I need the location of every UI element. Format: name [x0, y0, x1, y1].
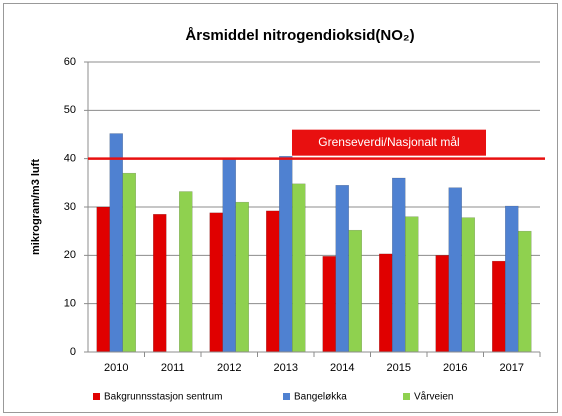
bar [435, 255, 449, 353]
bar [292, 183, 306, 353]
x-tick-label: 2014 [330, 362, 354, 374]
annotation-box [292, 129, 486, 156]
bar [209, 212, 223, 353]
bar [348, 229, 362, 353]
x-tick-label: 2010 [104, 362, 128, 374]
y-tick-label: 40 [64, 153, 76, 165]
legend-label: Bangeløkka [294, 392, 347, 403]
y-tick-label: 20 [64, 249, 76, 261]
bar [222, 158, 236, 353]
bar [322, 256, 336, 353]
bar [448, 187, 462, 353]
x-tick-label: 2012 [217, 362, 241, 374]
bar [518, 230, 532, 353]
x-tick-label: 2015 [387, 362, 411, 374]
y-tick-label: 0 [70, 346, 76, 358]
bar [392, 177, 406, 353]
bar [122, 172, 136, 353]
y-tick-label: 30 [64, 201, 76, 213]
x-tick-label: 2017 [500, 362, 524, 374]
annotation-text: Grenseverdi/Nasjonalt mål [318, 135, 459, 149]
y-tick-label: 60 [64, 56, 76, 68]
bar [266, 210, 280, 353]
legend-swatch [403, 393, 410, 400]
bar [405, 216, 419, 353]
y-tick-label: 10 [64, 298, 76, 310]
legend-swatch [283, 393, 290, 400]
x-tick-label: 2013 [274, 362, 298, 374]
bar [153, 214, 167, 353]
chart-title: Årsmiddel nitrogendioksid(NO₂) [185, 27, 414, 44]
legend-label: Bakgrunnsstasjon sentrum [104, 392, 222, 403]
x-tick-label: 2011 [161, 362, 185, 374]
bar [379, 253, 393, 353]
bar [96, 206, 110, 353]
y-tick-label: 50 [64, 104, 76, 116]
x-tick-label: 2016 [443, 362, 467, 374]
bar [279, 156, 293, 353]
bar [505, 205, 519, 353]
legend-swatch [93, 393, 100, 400]
bar [109, 133, 123, 353]
bar [335, 185, 349, 353]
bar [179, 191, 193, 353]
bar [492, 260, 506, 353]
bar [461, 217, 475, 353]
bar [235, 201, 249, 353]
y-axis-label: mikrogram/m3 luft [30, 159, 42, 255]
legend-label: Vårveien [414, 391, 453, 403]
